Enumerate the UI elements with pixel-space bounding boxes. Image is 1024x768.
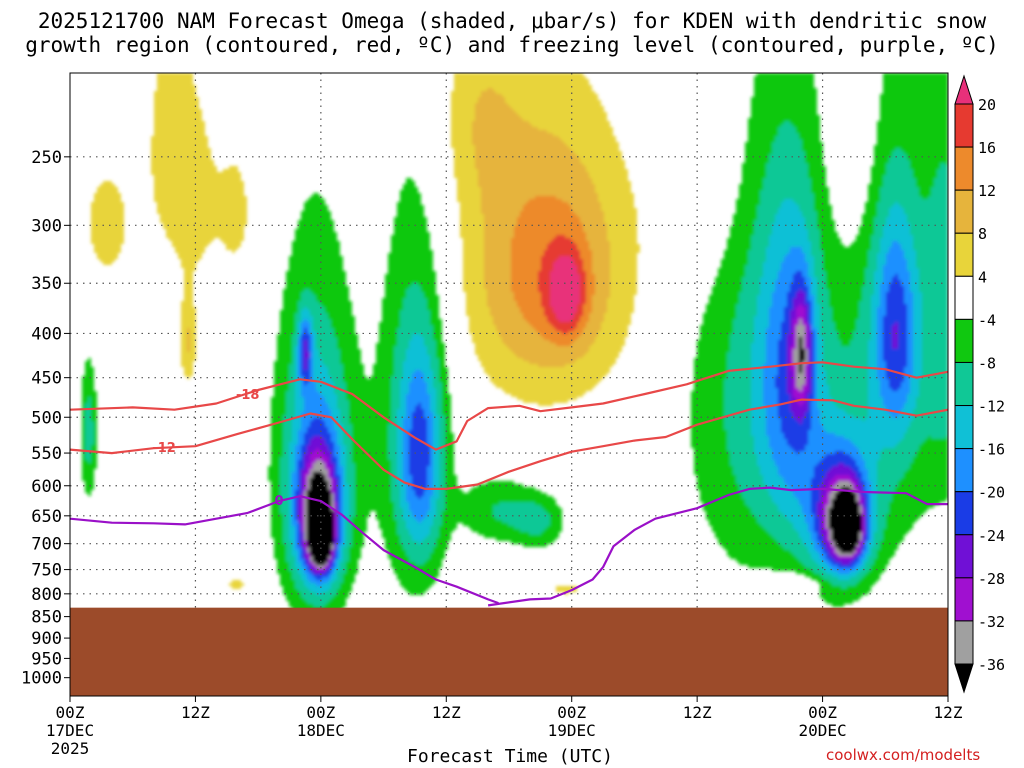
colorbar-segment	[954, 448, 974, 493]
contour-lines: -18 -12 0	[70, 361, 948, 607]
x-tick-label: 00Z	[56, 703, 85, 722]
x-tick-label: 12Z	[934, 703, 963, 722]
x-tick-label: 00Z	[306, 703, 335, 722]
colorbar-label: -20	[978, 484, 1005, 502]
x-axis-label: Forecast Time (UTC)	[407, 746, 613, 767]
contour-label: 0	[275, 494, 284, 509]
colorbar-label: -32	[978, 613, 1005, 631]
y-tick-label: 350	[31, 274, 62, 294]
colorbar-segment	[954, 189, 974, 234]
plot-frame	[69, 72, 949, 697]
y-tick-label: 600	[31, 477, 62, 497]
colorbar-segment	[954, 577, 974, 622]
colorbar-label: -12	[978, 398, 1005, 416]
y-tick-label: 1000	[21, 669, 62, 689]
y-tick-label: 650	[31, 507, 62, 527]
x-tick-label: 00Z	[808, 703, 837, 722]
colorbar-label: 8	[978, 225, 987, 243]
colorbar-segment	[954, 232, 974, 277]
colorbar-segment	[954, 620, 974, 665]
y-tick-label: 250	[31, 148, 62, 168]
chart-title-line-1: 2025121700 NAM Forecast Omega (shaded, μ…	[37, 9, 987, 33]
y-tick-label: 900	[31, 629, 62, 649]
y-tick-label: 950	[31, 649, 62, 669]
contour-label: -12	[152, 441, 176, 456]
y-tick-label: 300	[31, 216, 62, 236]
x-year-label: 2025	[51, 739, 90, 758]
credit-text: coolwx.com/modelts	[826, 746, 981, 764]
x-tick-label: 12Z	[181, 703, 210, 722]
x-tick-label: 12Z	[432, 703, 461, 722]
contour-label: -18	[236, 388, 260, 403]
colorbar-label: 12	[978, 182, 996, 200]
y-tick-label: 450	[31, 369, 62, 389]
colorbar-label: 20	[978, 96, 996, 114]
colorbar-segment	[954, 534, 974, 579]
colorbar-top-arrow	[954, 74, 974, 105]
colorbar-segment	[954, 361, 974, 407]
y-axis: 2503003504004505005506006507007508008509…	[21, 148, 70, 689]
colorbar-label: -36	[978, 656, 1005, 674]
colorbar-label: -16	[978, 441, 1005, 459]
x-date-label: 18DEC	[297, 721, 345, 740]
colorbar-label: -28	[978, 570, 1005, 588]
colorbar-label: -4	[978, 311, 996, 329]
colorbar-label: 4	[978, 268, 987, 286]
y-tick-label: 800	[31, 585, 62, 605]
colorbar-label: -24	[978, 527, 1005, 545]
colorbar-label: 16	[978, 139, 996, 157]
y-tick-label: 400	[31, 324, 62, 344]
x-date-label: 19DEC	[548, 721, 596, 740]
colorbar-segment	[954, 491, 974, 536]
x-tick-label: 00Z	[557, 703, 586, 722]
x-date-label: 17DEC	[46, 721, 94, 740]
colorbar-segment	[954, 405, 974, 450]
y-tick-label: 700	[31, 535, 62, 555]
y-tick-label: 850	[31, 608, 62, 628]
contour-line	[70, 398, 948, 490]
colorbar-segment	[954, 146, 974, 191]
omega-shading	[70, 73, 948, 696]
x-tick-label: 12Z	[683, 703, 712, 722]
below-ground-fill	[70, 607, 948, 696]
x-date-label: 20DEC	[798, 721, 846, 740]
colorbar-bottom-arrow	[954, 663, 974, 694]
contour-line	[70, 361, 948, 451]
colorbar-segment	[954, 275, 974, 320]
colorbar: 20 16 12 8 4 -4 -8 -12 -16 -20 -24 -28 -32 -36	[954, 74, 1005, 694]
colorbar-label: -8	[978, 354, 996, 372]
y-tick-label: 750	[31, 561, 62, 581]
omega-field-image	[70, 73, 948, 696]
y-tick-label: 550	[31, 444, 62, 464]
colorbar-segment	[954, 103, 974, 148]
contour-line	[487, 486, 948, 607]
chart-title-line-2: growth region (contoured, red, ºC) and f…	[25, 33, 999, 57]
y-tick-label: 500	[31, 408, 62, 428]
colorbar-segment	[954, 318, 974, 363]
contour-line	[70, 495, 499, 605]
